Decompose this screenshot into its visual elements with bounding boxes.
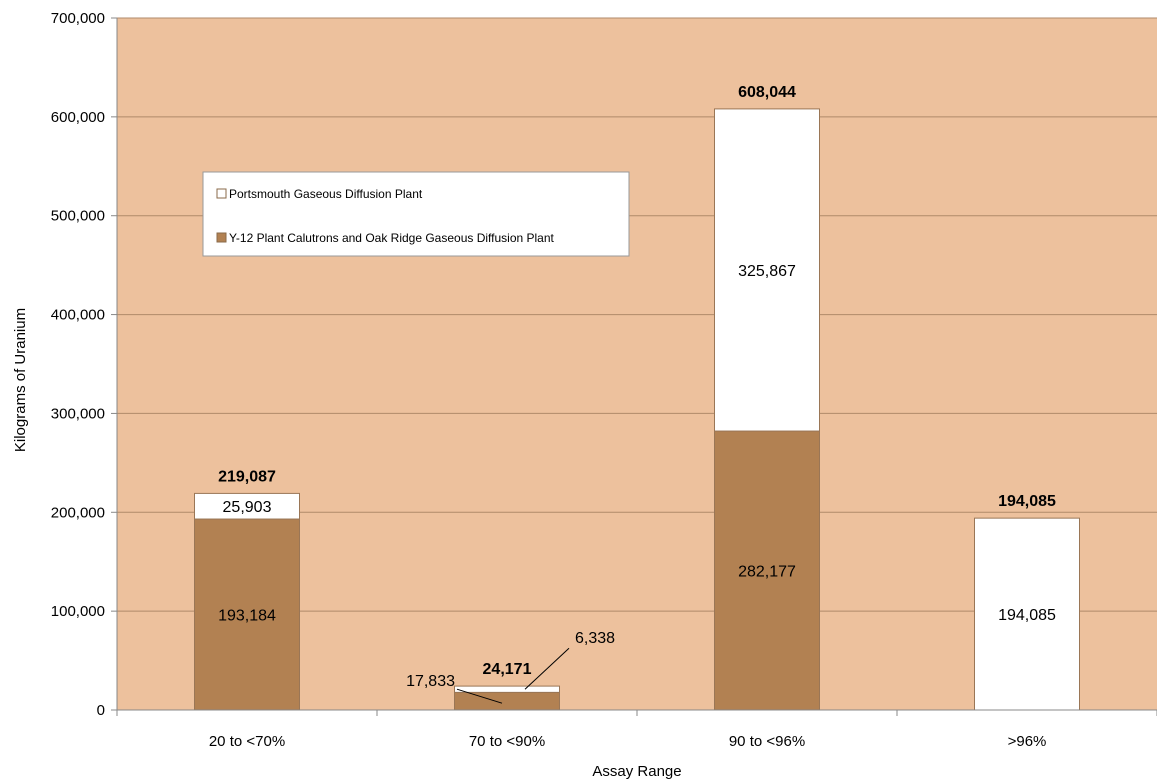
x-axis-title: Assay Range bbox=[592, 763, 681, 780]
legend-swatch-y12 bbox=[216, 232, 227, 243]
bar-segment bbox=[454, 685, 560, 693]
y-tick-label: 300,000 bbox=[51, 405, 105, 422]
total-label: 608,044 bbox=[738, 84, 796, 101]
y-tick-label: 100,000 bbox=[51, 603, 105, 620]
total-label: 194,085 bbox=[998, 493, 1056, 510]
bar-segment bbox=[194, 492, 300, 520]
legend-label-y12: Y-12 Plant Calutrons and Oak Ridge Gaseo… bbox=[229, 231, 555, 245]
y-tick-label: 0 bbox=[97, 702, 105, 719]
legend: Portsmouth Gaseous Diffusion Plant Y-12 … bbox=[202, 171, 630, 257]
y-axis-ticks: 0 100,000 200,000 300,000 400,000 500,000 600,… bbox=[51, 10, 117, 719]
bar-segment bbox=[454, 691, 560, 711]
y-axis-title: Kilograms of Uranium bbox=[12, 308, 29, 452]
data-label: 325,867 bbox=[738, 263, 796, 280]
x-tick-label: 70 to <90% bbox=[469, 733, 545, 750]
bars: 193,184 25,903 219,087 17,833 6,338 24,171 282… bbox=[194, 84, 1080, 711]
x-tick-label: 90 to <96% bbox=[729, 733, 805, 750]
total-label: 24,171 bbox=[483, 661, 532, 678]
bar-segment bbox=[714, 430, 820, 711]
y-tick-label: 400,000 bbox=[51, 307, 105, 324]
bar-segment bbox=[714, 108, 820, 432]
y-tick-label: 600,000 bbox=[51, 109, 105, 126]
data-label-leader bbox=[524, 647, 570, 690]
legend-swatch-portsmouth bbox=[216, 188, 227, 199]
data-label: 282,177 bbox=[738, 564, 796, 581]
x-tick-label: 20 to <70% bbox=[209, 733, 285, 750]
x-tick-label: >96% bbox=[1008, 733, 1047, 750]
legend-box bbox=[202, 171, 630, 257]
data-label: 6,338 bbox=[575, 630, 615, 647]
bar-segment bbox=[974, 517, 1080, 711]
total-label: 219,087 bbox=[218, 468, 276, 485]
y-tick-label: 200,000 bbox=[51, 504, 105, 521]
legend-label-portsmouth: Portsmouth Gaseous Diffusion Plant bbox=[229, 187, 423, 201]
data-label: 17,833 bbox=[406, 673, 455, 690]
data-label-leader bbox=[456, 688, 503, 704]
data-label: 194,085 bbox=[998, 607, 1056, 624]
x-axis-ticks: 20 to <70% 70 to <90% 90 to <96% >96% bbox=[116, 710, 1157, 750]
data-label: 193,184 bbox=[218, 608, 276, 625]
data-label: 25,903 bbox=[223, 499, 272, 516]
y-tick-label: 500,000 bbox=[51, 208, 105, 225]
y-tick-label: 700,000 bbox=[51, 10, 105, 27]
